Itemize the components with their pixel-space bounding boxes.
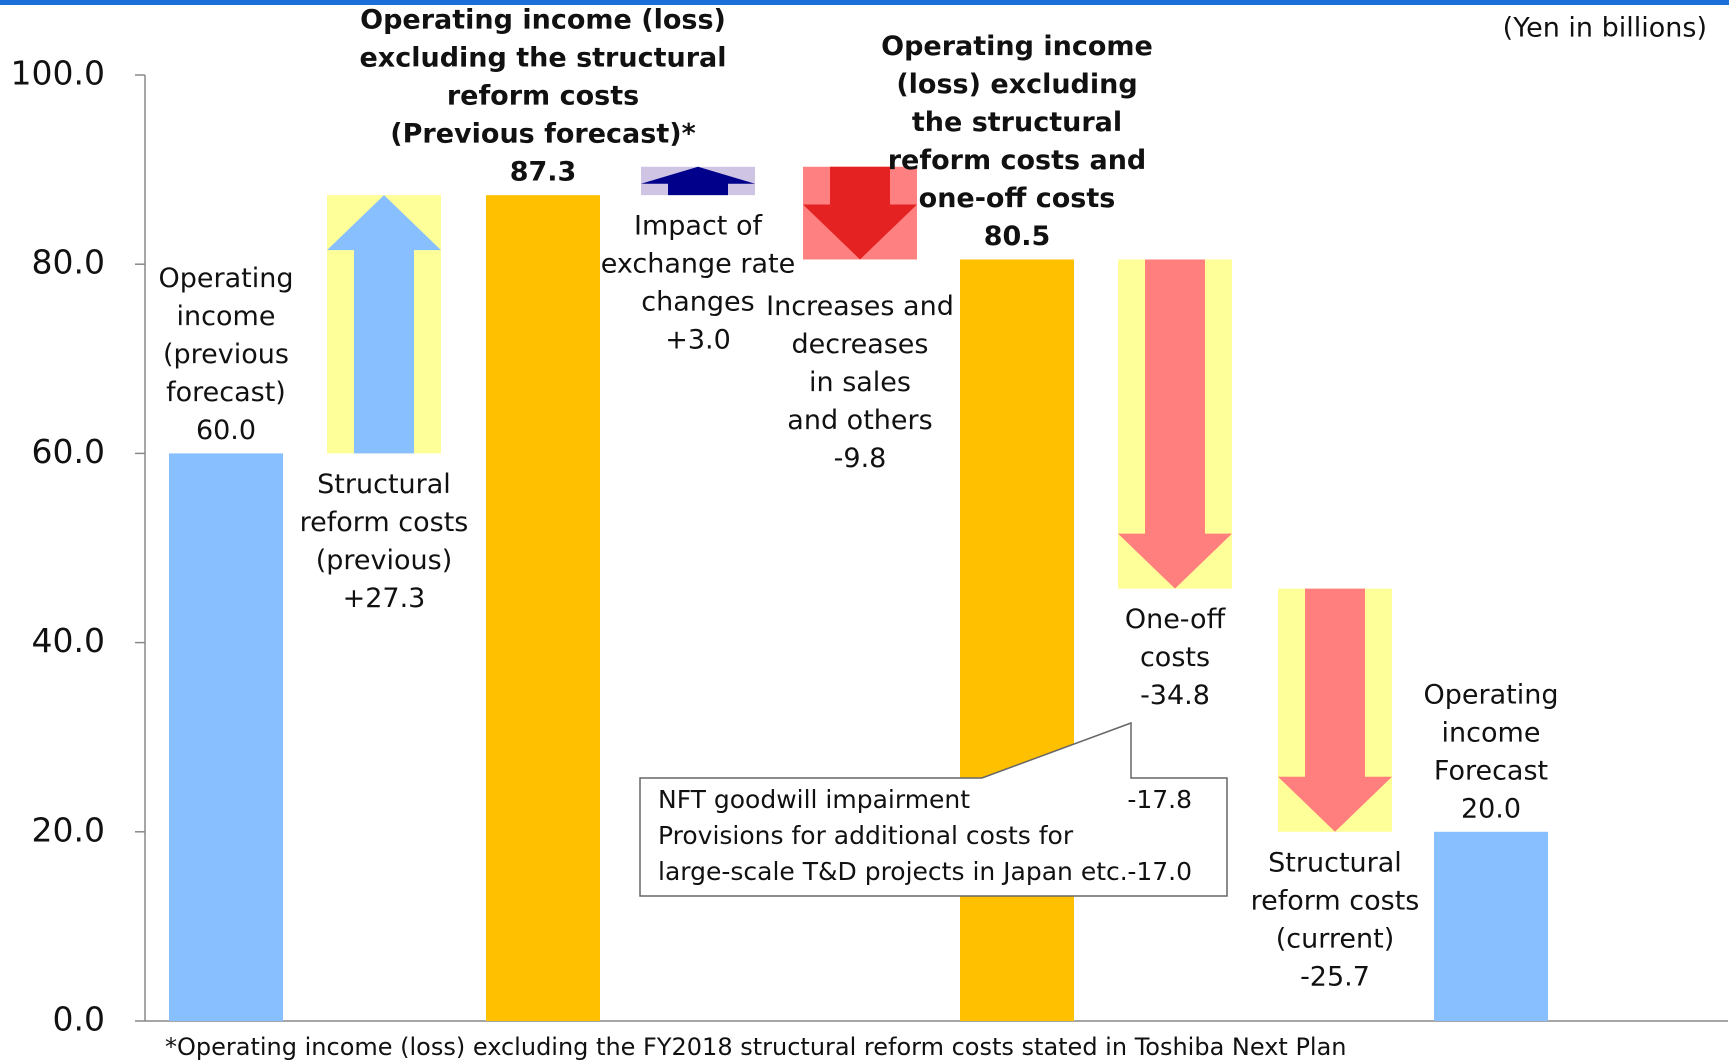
value-label: -34.8 [1140, 680, 1210, 711]
callout-box [639, 721, 1228, 897]
category-label: decreases [791, 329, 928, 360]
bar [960, 259, 1074, 1022]
callout-value: -17.0 [1127, 857, 1192, 886]
value-label: 60.0 [196, 415, 256, 446]
category-label: Operating income [881, 31, 1153, 62]
bar [486, 195, 600, 1022]
value-label: 20.0 [1461, 793, 1521, 824]
category-label: costs [1140, 642, 1210, 673]
category-label: and others [787, 405, 932, 436]
category-label: reform costs and [888, 145, 1147, 176]
delta-arrow [1278, 588, 1392, 832]
bar [1434, 831, 1548, 1021]
category-label: changes [641, 287, 754, 318]
footnote: *Operating income (loss) excluding the F… [165, 1033, 1347, 1061]
category-label: excluding the structural [359, 43, 726, 74]
category-label: Forecast [1434, 755, 1548, 786]
category-label: one-off costs [919, 183, 1116, 214]
category-label: income [177, 301, 276, 332]
delta-arrow [327, 195, 441, 454]
y-tick-label: 0.0 [53, 1000, 105, 1039]
callout-value: -17.8 [1127, 785, 1192, 814]
value-label: +3.0 [665, 325, 731, 356]
category-label: in sales [809, 367, 911, 398]
category-label: Impact of [634, 211, 763, 242]
category-label: Operating [1424, 679, 1559, 710]
y-tick-label: 20.0 [32, 810, 105, 849]
bar [169, 453, 283, 1021]
category-label: Structural [1268, 847, 1402, 878]
value-label: 87.3 [510, 157, 577, 188]
value-label: +27.3 [343, 583, 426, 614]
category-label: (Previous forecast)* [390, 119, 695, 150]
category-label: reform costs [1251, 885, 1420, 916]
callout-text: Provisions for additional costs for [658, 821, 1074, 850]
y-tick-label: 40.0 [32, 621, 105, 660]
y-tick-label: 60.0 [32, 432, 105, 471]
callout-text: large-scale T&D projects in Japan etc. [658, 857, 1128, 886]
category-label: Increases and [766, 291, 954, 322]
category-label: (previous [163, 339, 289, 370]
category-label: reform costs [300, 507, 469, 538]
value-label: 80.5 [984, 221, 1051, 252]
category-label: (previous) [316, 545, 453, 576]
delta-arrow [803, 166, 917, 260]
unit-label: (Yen in billions) [1503, 13, 1707, 44]
category-label: One-off [1125, 604, 1227, 635]
y-tick-label: 100.0 [11, 54, 105, 93]
category-label: exchange rate [601, 249, 795, 280]
category-label: income [1442, 717, 1541, 748]
value-label: -25.7 [1300, 961, 1370, 992]
callout-text: NFT goodwill impairment [658, 785, 970, 814]
y-tick-label: 80.0 [32, 243, 105, 282]
category-label: reform costs [447, 81, 639, 112]
delta-arrow [641, 166, 755, 196]
value-label: -9.8 [834, 443, 887, 474]
category-label: Operating income (loss) [360, 5, 726, 36]
category-label: (loss) excluding [896, 69, 1137, 100]
category-label: the structural [912, 107, 1122, 138]
category-label: Operating [159, 263, 294, 294]
top-rule [0, 0, 1729, 5]
category-label: Structural [317, 469, 451, 500]
delta-arrow [1118, 259, 1232, 589]
category-label: (current) [1276, 923, 1394, 954]
category-label: forecast) [166, 377, 286, 408]
